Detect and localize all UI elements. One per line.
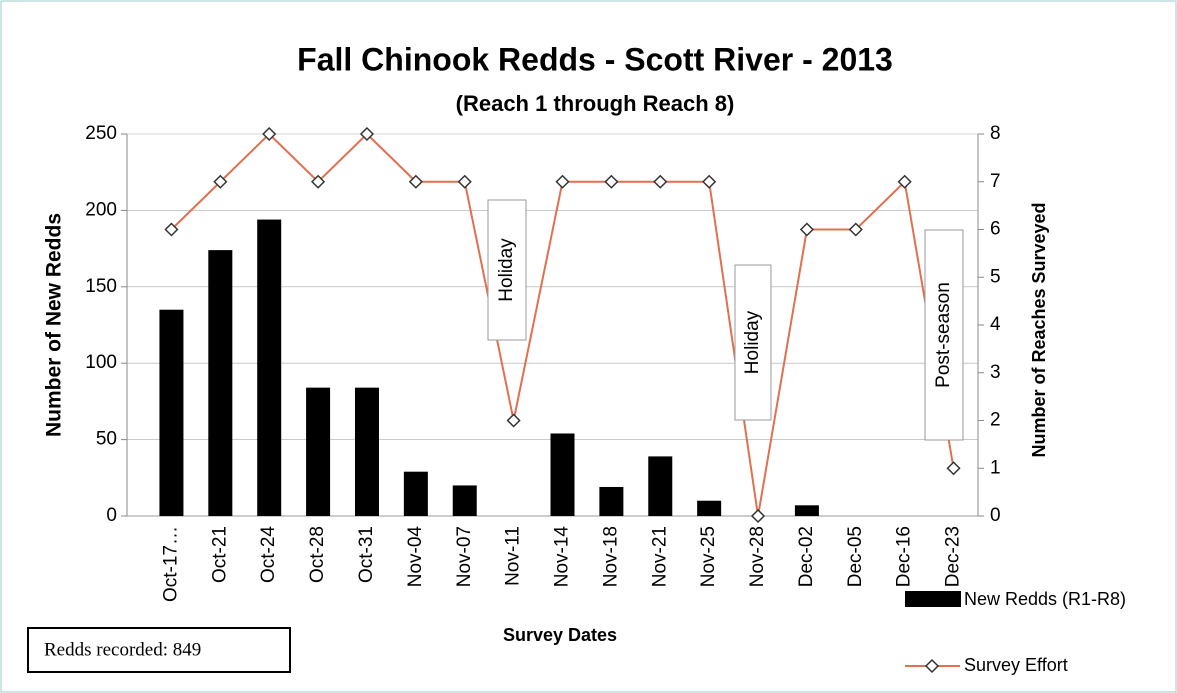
annotation: Holiday xyxy=(742,310,763,374)
line-marker xyxy=(213,174,228,189)
legend-marker xyxy=(924,658,940,674)
line-marker xyxy=(653,174,668,189)
y2-tick-label: 7 xyxy=(990,171,1001,192)
y-tick-label: 250 xyxy=(85,123,117,144)
annotation: Post-season xyxy=(933,282,954,388)
x-tick-label: Dec-16 xyxy=(894,526,915,587)
line-marker xyxy=(604,174,619,189)
y-axis-label: Number of New Redds xyxy=(43,213,66,437)
x-tick-label: Nov-07 xyxy=(454,526,475,587)
bar xyxy=(794,505,819,516)
x-tick-label: Oct-21 xyxy=(209,526,230,583)
x-tick-label: Oct-17… xyxy=(160,526,181,602)
x-tick-label: Nov-21 xyxy=(649,526,670,587)
line-marker xyxy=(702,174,717,189)
bar xyxy=(257,219,282,516)
y2-axis-label: Number of Reaches Surveyed xyxy=(1029,202,1049,457)
x-tick-label: Nov-18 xyxy=(600,526,621,587)
y2-tick-label: 3 xyxy=(990,362,1001,383)
y2-tick-label: 6 xyxy=(990,219,1001,240)
annotation-box xyxy=(924,229,964,441)
chart-subtitle: (Reach 1 through Reach 8) xyxy=(456,91,735,116)
line-marker xyxy=(555,174,570,189)
y-tick-label: 100 xyxy=(85,352,117,373)
x-tick-label: Oct-31 xyxy=(356,526,377,583)
x-tick-label: Nov-04 xyxy=(405,526,426,588)
legend-label: New Redds (R1-R8) xyxy=(964,589,1126,609)
bar xyxy=(550,433,575,516)
y-tick-label: 150 xyxy=(85,276,117,297)
x-axis-label: Survey Dates xyxy=(503,625,617,645)
y2-tick-label: 8 xyxy=(990,123,1001,144)
bar xyxy=(599,486,624,516)
line-marker xyxy=(506,413,521,428)
x-tick-label: Oct-24 xyxy=(258,526,279,583)
line-marker xyxy=(408,174,423,189)
x-tick-label: Nov-28 xyxy=(747,526,768,587)
x-tick-label: Dec-02 xyxy=(796,526,817,587)
line-marker xyxy=(311,174,326,189)
note: Redds recorded: 849 xyxy=(44,639,201,660)
x-tick-label: Nov-11 xyxy=(503,526,524,586)
line-marker xyxy=(457,174,472,189)
bar xyxy=(697,500,722,516)
x-tick-label: Dec-05 xyxy=(845,526,866,587)
x-tick-label: Nov-14 xyxy=(552,526,573,588)
bar xyxy=(403,471,428,516)
bar xyxy=(208,250,233,517)
bar xyxy=(452,485,477,516)
chart-title: Fall Chinook Redds - Scott River - 2013 xyxy=(297,41,893,77)
y-tick-label: 50 xyxy=(96,429,117,450)
legend-label: Survey Effort xyxy=(964,655,1068,675)
annotation-box xyxy=(734,264,772,421)
line-marker xyxy=(897,174,912,189)
y2-tick-label: 5 xyxy=(990,266,1001,287)
y-tick-label: 200 xyxy=(85,199,117,220)
bar xyxy=(306,387,331,516)
note-box xyxy=(27,627,291,673)
x-tick-label: Nov-25 xyxy=(698,526,719,587)
y-tick-label: 0 xyxy=(106,505,117,526)
line-marker xyxy=(848,222,863,237)
bar xyxy=(648,456,673,516)
legend-swatch xyxy=(905,591,961,607)
line-marker xyxy=(359,126,375,142)
y2-tick-label: 0 xyxy=(990,505,1001,526)
line-marker xyxy=(164,222,179,237)
x-tick-label: Dec-23 xyxy=(943,526,964,587)
bar xyxy=(159,309,184,516)
annotation-box xyxy=(487,199,527,341)
y2-tick-label: 2 xyxy=(990,410,1001,431)
line-marker xyxy=(750,508,766,524)
bar xyxy=(354,387,379,516)
annotation: Holiday xyxy=(496,238,517,302)
y2-tick-label: 4 xyxy=(990,314,1001,335)
y2-tick-label: 1 xyxy=(990,457,1001,478)
line-marker xyxy=(799,222,814,237)
line-marker xyxy=(262,126,277,142)
line-marker xyxy=(946,461,961,476)
x-tick-label: Oct-28 xyxy=(307,526,328,583)
